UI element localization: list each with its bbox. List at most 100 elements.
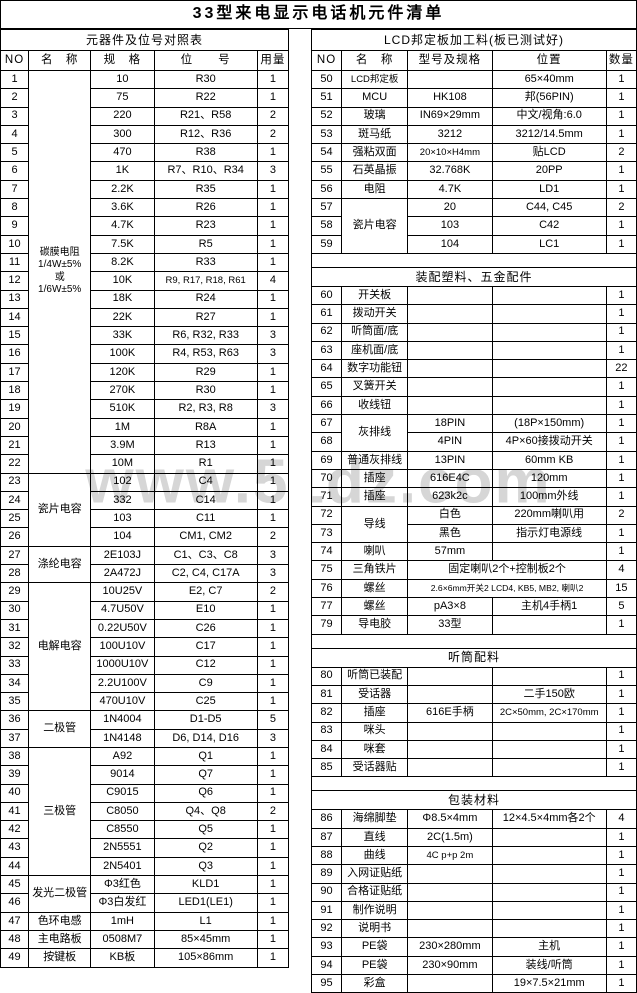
row-position: C11 bbox=[153, 509, 258, 529]
row-quantity: 1 bbox=[256, 198, 290, 218]
row-name: 听筒面/底 bbox=[341, 322, 409, 342]
row-spec bbox=[407, 758, 493, 778]
table-gutter bbox=[289, 29, 311, 964]
row-position bbox=[491, 542, 607, 562]
row-quantity: 1 bbox=[256, 948, 290, 968]
row-position: L1 bbox=[153, 911, 258, 931]
table-row: 54 强粘双面 20×10×H4mm 贴LCD 2 bbox=[310, 143, 637, 163]
table-row: 49 按键板 KB板 105×86mm 1 bbox=[0, 948, 290, 968]
row-quantity: 1 bbox=[605, 684, 637, 705]
table-row: 83 咪头 1 bbox=[310, 721, 637, 741]
row-spec: 2N5551 bbox=[90, 838, 155, 858]
row-name: 曲线 bbox=[341, 845, 409, 866]
row-quantity: 1 bbox=[256, 88, 290, 108]
section-heading-row: 包装材料 bbox=[311, 790, 637, 811]
row-no: 47 bbox=[0, 911, 30, 931]
row-spec bbox=[407, 359, 493, 379]
row-quantity: 1 bbox=[256, 381, 290, 401]
row-position bbox=[491, 758, 607, 778]
row-spec: A92 bbox=[90, 746, 155, 767]
row-position bbox=[491, 322, 607, 342]
table-row: 47 色环电感 1mH L1 1 bbox=[0, 911, 290, 931]
row-no: 18 bbox=[0, 381, 30, 401]
row-quantity: 1 bbox=[256, 911, 290, 931]
row-group-name: 瓷片电容 bbox=[341, 198, 409, 254]
row-spec: 22K bbox=[90, 307, 155, 328]
row-no: 27 bbox=[0, 545, 30, 566]
row-spec: KB板 bbox=[90, 948, 155, 968]
row-spec: 230×90mm bbox=[407, 955, 493, 976]
row-quantity: 1 bbox=[605, 882, 637, 902]
row-no: 57 bbox=[310, 198, 343, 218]
row-spec: C8550 bbox=[90, 820, 155, 840]
row-position: 贴LCD bbox=[491, 143, 607, 163]
table-row: 6 1K R7、R10、R34 3 bbox=[0, 161, 290, 181]
row-spec: 10U25V bbox=[90, 582, 155, 602]
row-no: 32 bbox=[0, 637, 30, 657]
table-row: 85 受话器贴 1 bbox=[310, 758, 637, 778]
row-position: C44, C45 bbox=[491, 198, 607, 218]
row-spec bbox=[407, 721, 493, 741]
row-quantity: 4 bbox=[605, 560, 637, 580]
row-spec: HK108 bbox=[407, 88, 493, 108]
table-row: 79 导电胶 33型 1 bbox=[310, 615, 637, 635]
table-row: 9 4.7K R23 1 bbox=[0, 216, 290, 236]
document-title-table: 33型来电显示电话机元件清单 bbox=[0, 0, 637, 29]
row-spec: 4.7K bbox=[90, 216, 155, 236]
row-no: 50 bbox=[310, 69, 343, 90]
row-position: LED1(LE1) bbox=[153, 893, 258, 913]
row-quantity: 22 bbox=[605, 359, 637, 379]
table-row: 60 开关板 1 bbox=[310, 285, 637, 306]
row-quantity: 5 bbox=[256, 710, 290, 730]
row-no: 34 bbox=[0, 673, 30, 694]
row-spec: 57mm bbox=[407, 542, 493, 562]
row-quantity: 1 bbox=[256, 216, 290, 236]
row-no: 46 bbox=[0, 893, 30, 913]
row-quantity: 1 bbox=[605, 340, 637, 361]
table-row: 75 三角铁片 固定喇叭2个+控制板2个 4 bbox=[310, 560, 637, 580]
left-col-qty: 用量 bbox=[256, 50, 290, 71]
lcd-bonding-board-table: LCD邦定板加工料(板已测试好) NO 名 称 型号及规格 位置 数量 50 LC… bbox=[310, 29, 637, 993]
row-quantity: 3 bbox=[256, 344, 290, 364]
table-row: 95 彩盒 19×7.5×21mm 1 bbox=[310, 974, 637, 993]
row-quantity: 2 bbox=[605, 143, 637, 163]
row-position: R33 bbox=[153, 252, 258, 273]
row-spec: 3.6K bbox=[90, 198, 155, 218]
row-position: R7、R10、R34 bbox=[153, 161, 258, 181]
row-quantity: 1 bbox=[605, 864, 637, 884]
row-name: 说明书 bbox=[341, 919, 409, 939]
row-no: 13 bbox=[0, 289, 30, 309]
table-row: 38 三极管 A92 Q1 1 bbox=[0, 746, 290, 877]
row-name: 强粘双面 bbox=[341, 143, 409, 163]
table-row: 16 100K R4, R53, R63 3 bbox=[0, 344, 290, 364]
section-heading: 听筒配料 bbox=[311, 647, 637, 668]
row-no: 62 bbox=[310, 322, 343, 342]
row-spec: Φ8.5×4mm bbox=[407, 809, 493, 829]
row-no: 17 bbox=[0, 362, 30, 383]
table-row: 71 插座 623k2c 100mm外线 1 bbox=[310, 487, 637, 507]
left-col-pos: 位 号 bbox=[153, 50, 258, 71]
row-spec: 100U10V bbox=[90, 637, 155, 657]
row-quantity: 1 bbox=[256, 143, 290, 163]
row-quantity: 3 bbox=[256, 728, 290, 748]
table-row: 58 103 C42 1 bbox=[310, 216, 637, 236]
table-row: 46 Φ3白发红 LED1(LE1) 1 bbox=[0, 893, 290, 913]
row-spec: 1mH bbox=[90, 911, 155, 931]
row-no: 84 bbox=[310, 739, 343, 760]
row-no: 45 bbox=[0, 875, 30, 895]
row-position: R30 bbox=[153, 381, 258, 401]
row-quantity: 1 bbox=[605, 721, 637, 741]
row-position: LC1 bbox=[491, 234, 607, 254]
table-row: 13 18K R24 1 bbox=[0, 289, 290, 309]
row-quantity: 1 bbox=[605, 703, 637, 723]
table-row: 8 3.6K R26 1 bbox=[0, 198, 290, 218]
row-position: Q1 bbox=[153, 746, 258, 767]
row-no: 69 bbox=[310, 450, 343, 470]
row-no: 1 bbox=[0, 69, 30, 90]
row-no: 58 bbox=[310, 216, 343, 236]
row-group-name: 瓷片电容 bbox=[28, 472, 92, 547]
row-name: 咪套 bbox=[341, 739, 409, 760]
section-heading-row: 装配塑料、五金配件 bbox=[311, 266, 637, 287]
row-spec bbox=[407, 285, 493, 306]
